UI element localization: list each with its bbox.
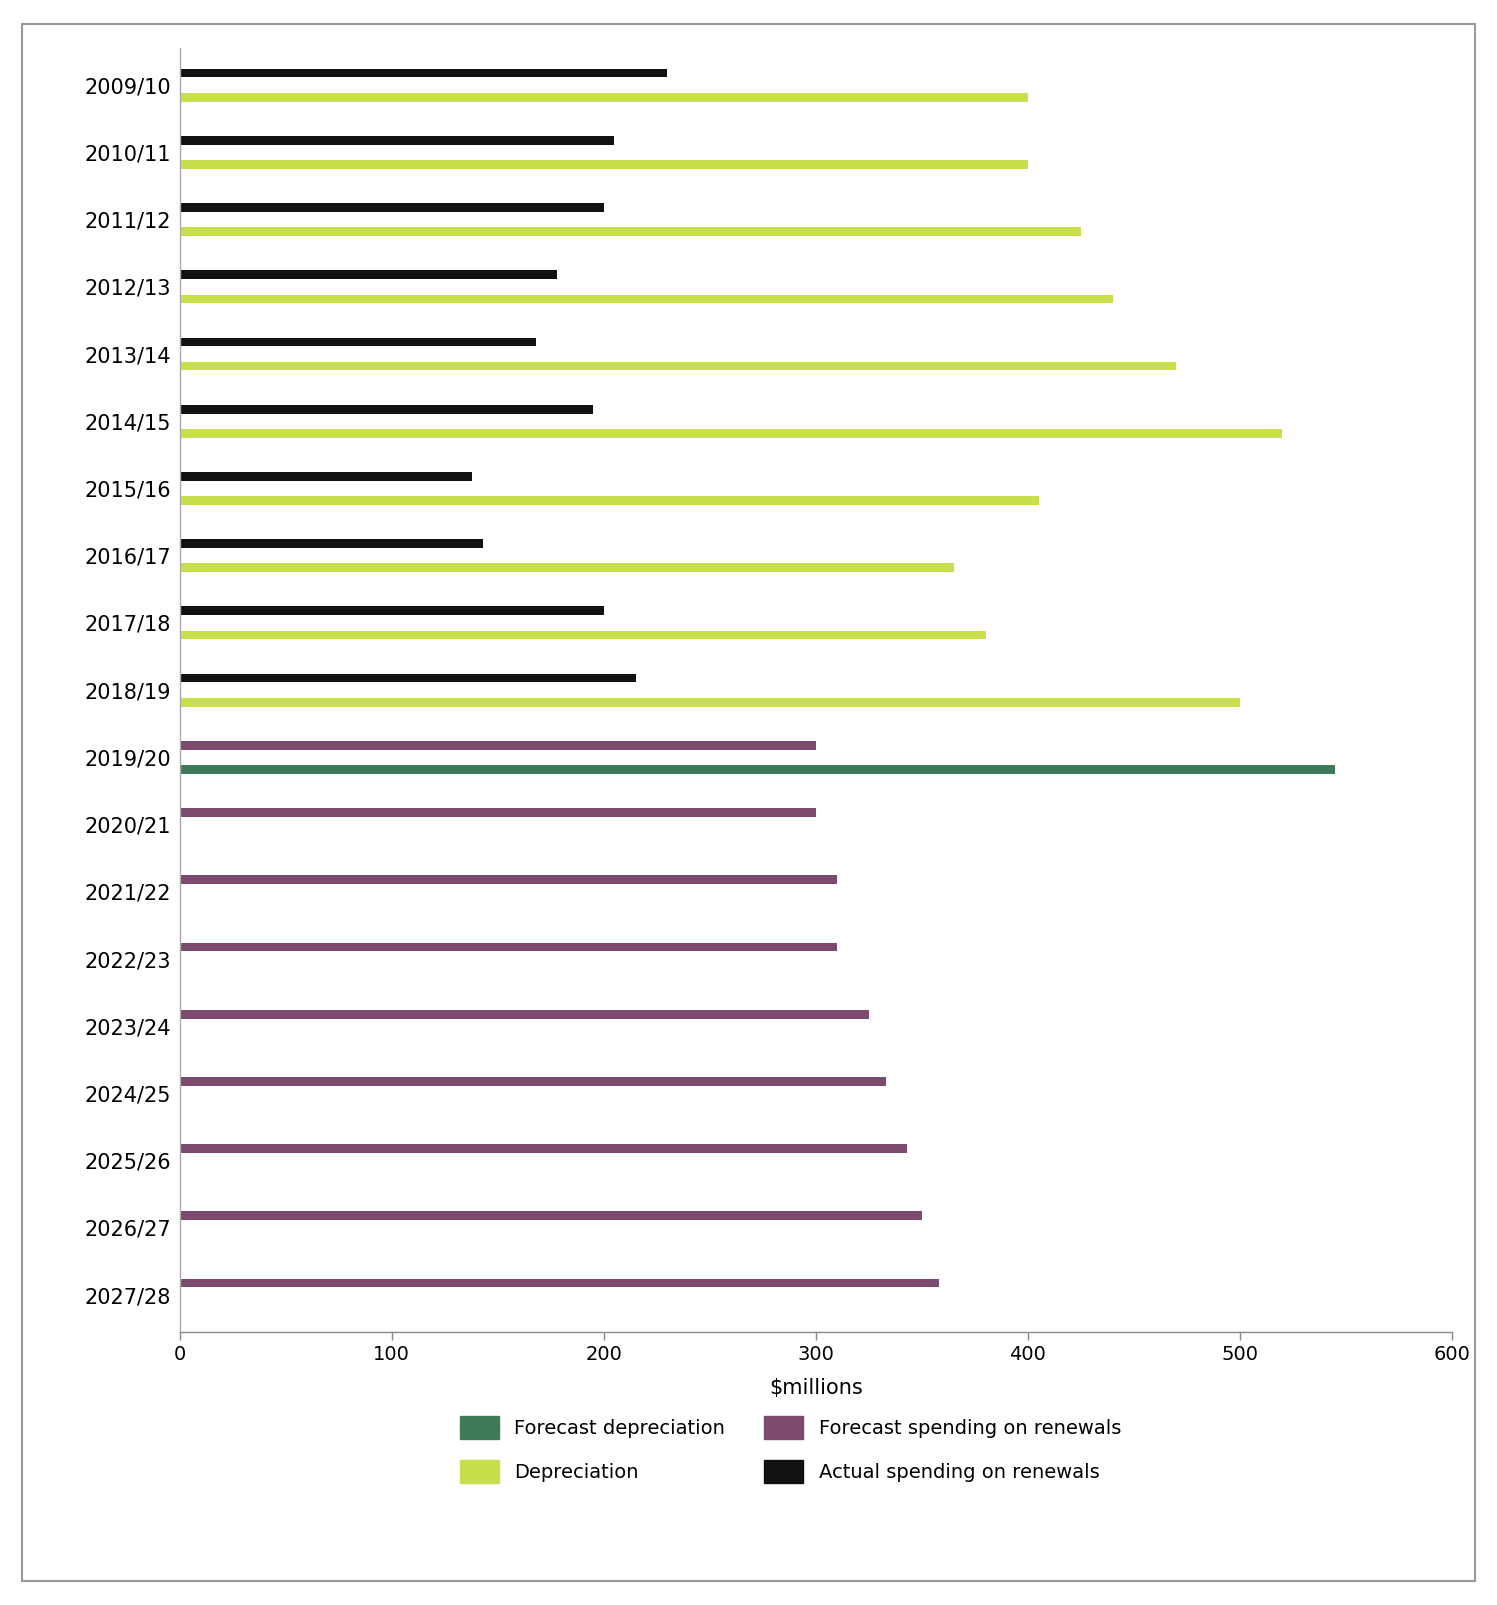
Bar (180, 539, 484, 547)
Bar (180, 607, 603, 615)
Bar (180, 1212, 922, 1220)
Bar (180, 766, 1335, 774)
Bar (180, 69, 668, 77)
Bar (180, 809, 816, 817)
Legend: Forecast depreciation, Depreciation, Forecast spending on renewals, Actual spend: Forecast depreciation, Depreciation, For… (440, 1396, 1141, 1502)
Bar (180, 875, 837, 884)
Bar (180, 1279, 939, 1287)
Bar (180, 228, 1081, 236)
Bar (180, 496, 1039, 506)
Bar (180, 160, 1028, 169)
Bar (180, 337, 536, 347)
Bar (180, 93, 1028, 101)
Bar (180, 674, 636, 682)
Bar (180, 942, 837, 952)
Bar (180, 270, 557, 279)
Bar (180, 361, 1177, 371)
Bar (180, 295, 1112, 303)
Bar (180, 698, 1240, 706)
Bar (180, 1010, 868, 1019)
Bar (180, 1077, 886, 1085)
Bar (180, 404, 593, 414)
Bar (180, 472, 473, 481)
Bar (180, 742, 816, 750)
Bar (180, 631, 985, 639)
Bar (180, 563, 954, 571)
Bar (180, 204, 603, 212)
Bar (180, 136, 614, 144)
Bar (180, 429, 1283, 438)
X-axis label: $millions: $millions (769, 1379, 862, 1398)
Bar (180, 1144, 907, 1152)
